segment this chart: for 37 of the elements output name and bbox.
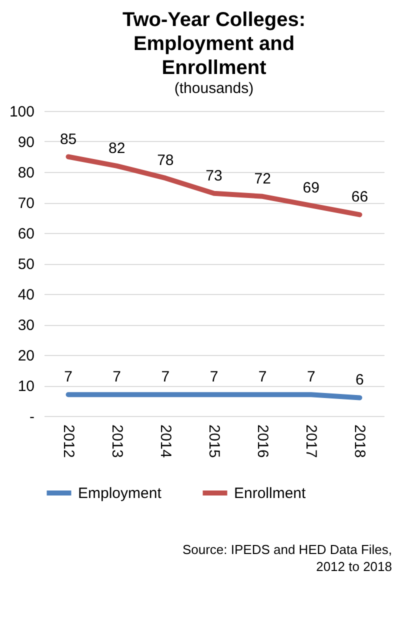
data-label: 78 (157, 152, 174, 170)
x-tick-label: 2012 (60, 424, 77, 458)
y-tick-label: 70 (18, 195, 34, 212)
source-note: Source: IPEDS and HED Data Files, 2012 to 2018 (182, 542, 392, 574)
data-label: 73 (206, 167, 222, 184)
x-tick-label: 2013 (108, 424, 126, 458)
legend-label: Enrollment (234, 485, 307, 502)
legend-label: Employment (78, 485, 162, 502)
data-label: 7 (210, 368, 218, 386)
x-tick-label: 2018 (351, 424, 368, 458)
data-label: 6 (356, 372, 364, 389)
data-label: 66 (351, 188, 368, 206)
y-tick-label: 60 (18, 226, 34, 242)
y-tick-label: 30 (18, 317, 34, 334)
data-label: 7 (64, 368, 72, 386)
y-tick-label: - (30, 408, 34, 426)
x-tick-label: 2016 (254, 424, 272, 458)
data-label: 7 (161, 368, 170, 386)
data-label: 72 (254, 170, 271, 188)
chart-subtitle: (thousands) (174, 80, 254, 97)
x-tick-label: 2014 (156, 424, 174, 458)
y-tick-label: 40 (18, 286, 34, 304)
data-label: 85 (60, 130, 77, 148)
y-tick-label: 50 (18, 256, 34, 273)
y-tick-label: 80 (18, 164, 34, 182)
data-label: 82 (108, 140, 126, 157)
y-tick-label: 20 (18, 348, 34, 364)
y-tick-label: 10 (18, 378, 34, 395)
data-label: 7 (306, 368, 316, 386)
y-tick-label: 90 (18, 134, 34, 151)
data-label: 69 (302, 180, 320, 197)
data-label: 7 (112, 368, 122, 386)
x-tick-label: 2017 (302, 424, 320, 458)
data-label: 7 (258, 368, 267, 386)
y-tick-label: 100 (9, 104, 34, 120)
x-tick-label: 2015 (206, 424, 222, 458)
chart-title: Two-Year Colleges: Employment and Enrollment (122, 9, 306, 79)
